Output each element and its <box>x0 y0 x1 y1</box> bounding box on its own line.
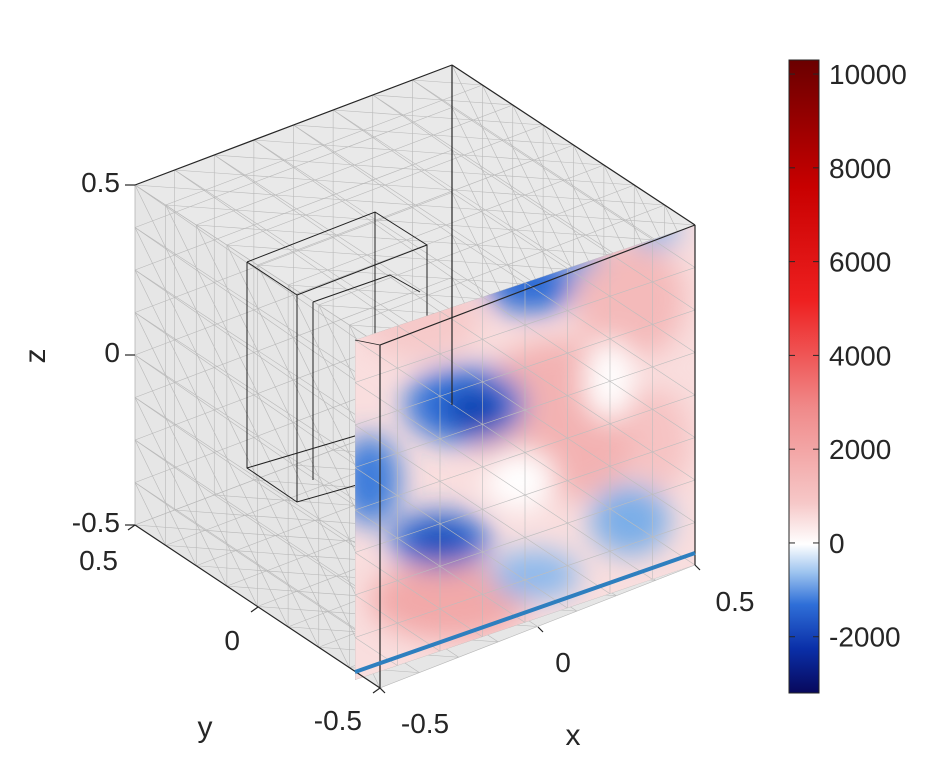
z-tick-label: -0.5 <box>72 507 120 538</box>
z-tick-label: 0.5 <box>81 167 120 198</box>
colorbar-ticks: 10000 8000 6000 4000 2000 0 -2000 <box>789 59 907 653</box>
y-tick-label: 0.5 <box>79 545 118 576</box>
colorbar-tick-label: 4000 <box>829 340 891 371</box>
axis-tick-marks <box>125 184 701 694</box>
x-tick-label: -0.5 <box>401 708 449 739</box>
x-tick-label: 0 <box>555 647 571 678</box>
z-tick-label: 0 <box>104 337 120 368</box>
y-tick-label: 0 <box>224 625 240 656</box>
colorbar-tick-label: 6000 <box>829 247 891 278</box>
x-tick-label: 0.5 <box>716 586 755 617</box>
colorbar-tick-label: 10000 <box>829 59 907 90</box>
colorbar: 10000 8000 6000 4000 2000 0 -2000 <box>788 59 907 694</box>
colorbar-tick-label: 8000 <box>829 153 891 184</box>
colorbar-tick-label: 0 <box>829 528 845 559</box>
cube-edges <box>134 64 696 689</box>
y-axis-label: y <box>198 711 213 744</box>
y-tick-label: -0.5 <box>314 705 362 736</box>
z-axis-label: z <box>19 349 52 364</box>
x-axis-label: x <box>566 719 581 752</box>
highlighted-edge <box>354 551 696 674</box>
colorbar-gradient <box>788 59 820 694</box>
colorbar-tick-label: -2000 <box>829 622 901 653</box>
colorbar-tick-label: 2000 <box>829 434 891 465</box>
